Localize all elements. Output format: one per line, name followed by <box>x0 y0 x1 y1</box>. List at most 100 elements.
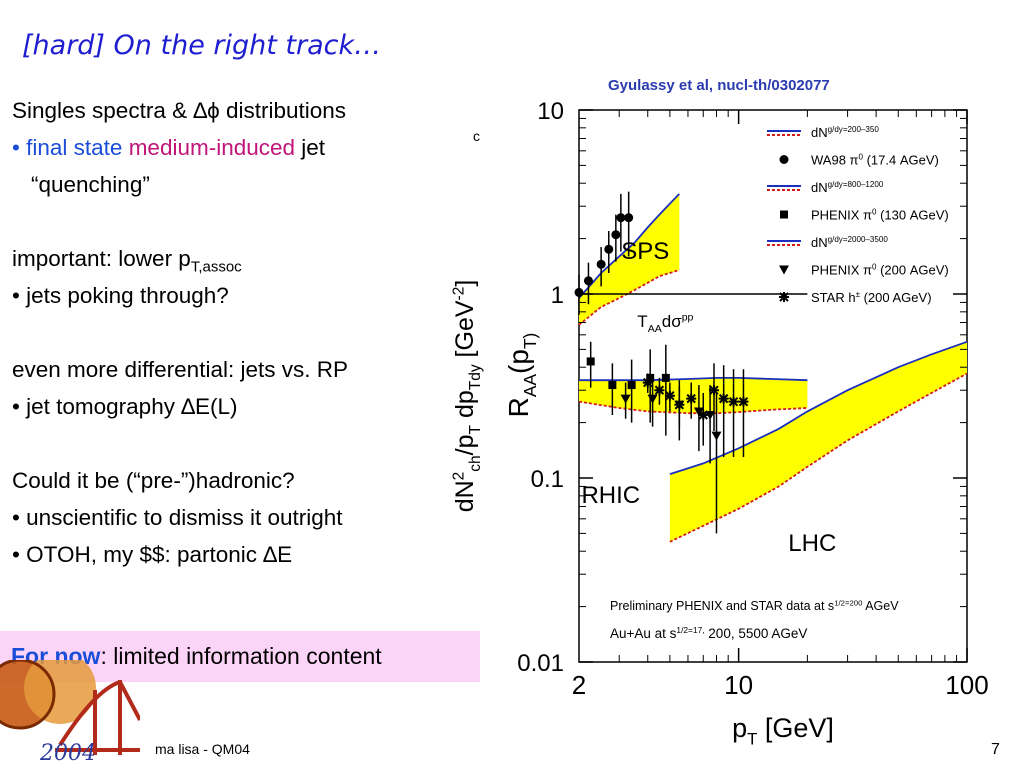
bridge-icon <box>55 680 140 755</box>
sps-band-lower-line <box>578 269 680 326</box>
data-point-star <box>698 409 709 420</box>
data-point-star <box>674 399 685 410</box>
data-point-circle <box>596 259 606 269</box>
lhc-band-upper-line <box>669 340 968 475</box>
singles-text-end: distributions <box>219 98 347 123</box>
citation: Gyulassy et al, nucl-th/0302077 <box>608 77 830 94</box>
legend-label: PHENIX π0 (200 AGeV) <box>811 263 949 278</box>
otoh-text: • OTOH, my $$: partonic <box>12 542 264 567</box>
raa-axis-label: RAA(pT) <box>503 333 540 418</box>
delta-phi-symbol: ∆ϕ <box>193 98 220 123</box>
data-point-square <box>646 373 655 382</box>
y-tick-label: 10 <box>537 98 564 125</box>
differential-line: even more differential: jets vs. RP <box>12 357 348 382</box>
legend-marker-star <box>779 292 789 302</box>
y-tick-label: 1 <box>551 282 564 309</box>
data-point-star <box>708 385 719 396</box>
legend-label: dNg/dy=2000–3500 <box>811 235 888 250</box>
x-tick-label: 10 <box>724 670 753 700</box>
logo-ring <box>0 660 56 730</box>
stray-character: c <box>473 128 480 144</box>
legend-marker-square <box>780 210 788 219</box>
important-text: important: lower p <box>12 246 191 271</box>
data-point-circle <box>583 276 593 286</box>
e-text: E <box>277 542 293 567</box>
qm04-logo: 2004 <box>0 660 140 766</box>
data-point-star <box>664 390 675 401</box>
t-assoc-subscript: T,assoc <box>190 258 242 276</box>
x-tick-label: 2 <box>572 670 586 700</box>
for-now-rest: : limited information content <box>100 643 382 669</box>
data-point-star <box>728 396 739 407</box>
data-point-star <box>738 396 749 407</box>
medium-induced-text: medium-induced <box>128 135 296 160</box>
left-axis-label-group: dN2ch/pT dpTdy [GeV-2] <box>451 280 485 513</box>
data-point-triangle-down <box>711 431 722 441</box>
tomography-text: • jet tomography <box>12 394 182 419</box>
singles-text: Singles spectra & <box>12 98 194 123</box>
delta-symbol: ∆ <box>181 394 195 419</box>
right-axis-label-group: RAA(pT) <box>503 333 540 418</box>
region-label-lhc: LHC <box>788 530 836 557</box>
lhc-band-lower-line <box>669 372 968 543</box>
x-tick-label: 100 <box>945 670 988 700</box>
delta-symbol-2: ∆ <box>263 542 278 567</box>
data-point-circle <box>616 213 626 223</box>
note-au-au: Au+Au at s1/2=17, 200, 5500 AGeV <box>610 625 807 641</box>
lhc-band <box>669 341 967 542</box>
data-point-square <box>661 373 670 382</box>
raa-chart: TAAdσpp 2 10 100 0.01 0.1 1 10 pT [GeV] dN2ch/pT … <box>451 98 989 749</box>
data-point-circle <box>624 213 634 223</box>
legend-marker-triangle-down <box>779 265 789 275</box>
bullet-unscientific: • unscientific to dismiss it outright <box>12 505 343 530</box>
left-axis-label: dN2ch/pT dpTdy [GeV-2] <box>451 280 485 513</box>
singles-line: Singles spectra & ∆ϕ distributions <box>12 92 482 129</box>
legend-label: dNg/dy=800–1200 <box>811 180 884 195</box>
bullet-jet-tomography: • jet tomography ∆E(L) <box>12 388 482 425</box>
legend-label: PHENIX π0 (130 AGeV) <box>811 208 949 223</box>
hadronic-question: Could it be (“pre-”)hadronic? <box>12 468 295 493</box>
data-point-square <box>627 381 636 390</box>
page-number: 7 <box>991 741 1000 758</box>
bullet-jets-poking: • jets poking through? <box>12 283 229 308</box>
data-point-circle <box>574 287 584 297</box>
note-preliminary: Preliminary PHENIX and STAR data at s1/2… <box>610 598 899 613</box>
data-point-square <box>608 381 617 390</box>
legend-marker-circle <box>779 155 789 164</box>
x-axis-label: pT [GeV] <box>732 713 834 749</box>
slide-title: [hard] On the right track… <box>22 30 382 61</box>
footer-text: ma lisa - QM04 <box>155 741 250 757</box>
final-state-text: • final state <box>12 135 129 160</box>
y-tick-label: 0.01 <box>517 650 564 677</box>
data-point-circle <box>611 230 621 240</box>
legend-label: STAR h± (200 AGeV) <box>811 290 932 305</box>
jet-text: jet <box>295 135 326 160</box>
bullet-final-state: • final state medium-induced jet <box>12 129 482 166</box>
y-tick-label: 0.1 <box>531 466 564 493</box>
data-point-triangle-down <box>647 394 658 404</box>
logo-circle-light <box>24 660 96 724</box>
data-point-star <box>718 393 729 404</box>
data-point-triangle-down <box>705 410 716 420</box>
important-line: important: lower pT,assoc <box>12 240 482 277</box>
e-of-l-text: E(L) <box>195 394 238 419</box>
for-now-line: For now: limited information content <box>11 643 382 670</box>
sps-band-upper-line <box>578 193 680 299</box>
legend-label: dNg/dy=200–350 <box>811 125 879 140</box>
data-point-triangle-down <box>620 394 631 404</box>
data-point-square <box>586 357 595 366</box>
sps-band <box>579 193 680 325</box>
reference-line-label: TAAdσpp <box>637 312 693 335</box>
data-point-star <box>642 377 653 388</box>
rhic-band-lower-line <box>578 400 808 415</box>
data-point-star <box>686 393 697 404</box>
data-point-star <box>654 385 665 396</box>
region-label-rhic: RHIC <box>581 482 640 509</box>
quenching-text: “quenching” <box>31 172 150 197</box>
bullet-otoh: • OTOH, my $$: partonic ∆E <box>12 536 482 573</box>
bullet-text-column: Singles spectra & ∆ϕ distributions • fin… <box>12 92 482 573</box>
data-point-circle <box>604 244 614 254</box>
logo-year: 2004 <box>39 741 96 766</box>
rhic-band-upper-line <box>579 377 808 382</box>
legend-label: WA98 π0 (17.4 AGeV) <box>811 153 939 168</box>
